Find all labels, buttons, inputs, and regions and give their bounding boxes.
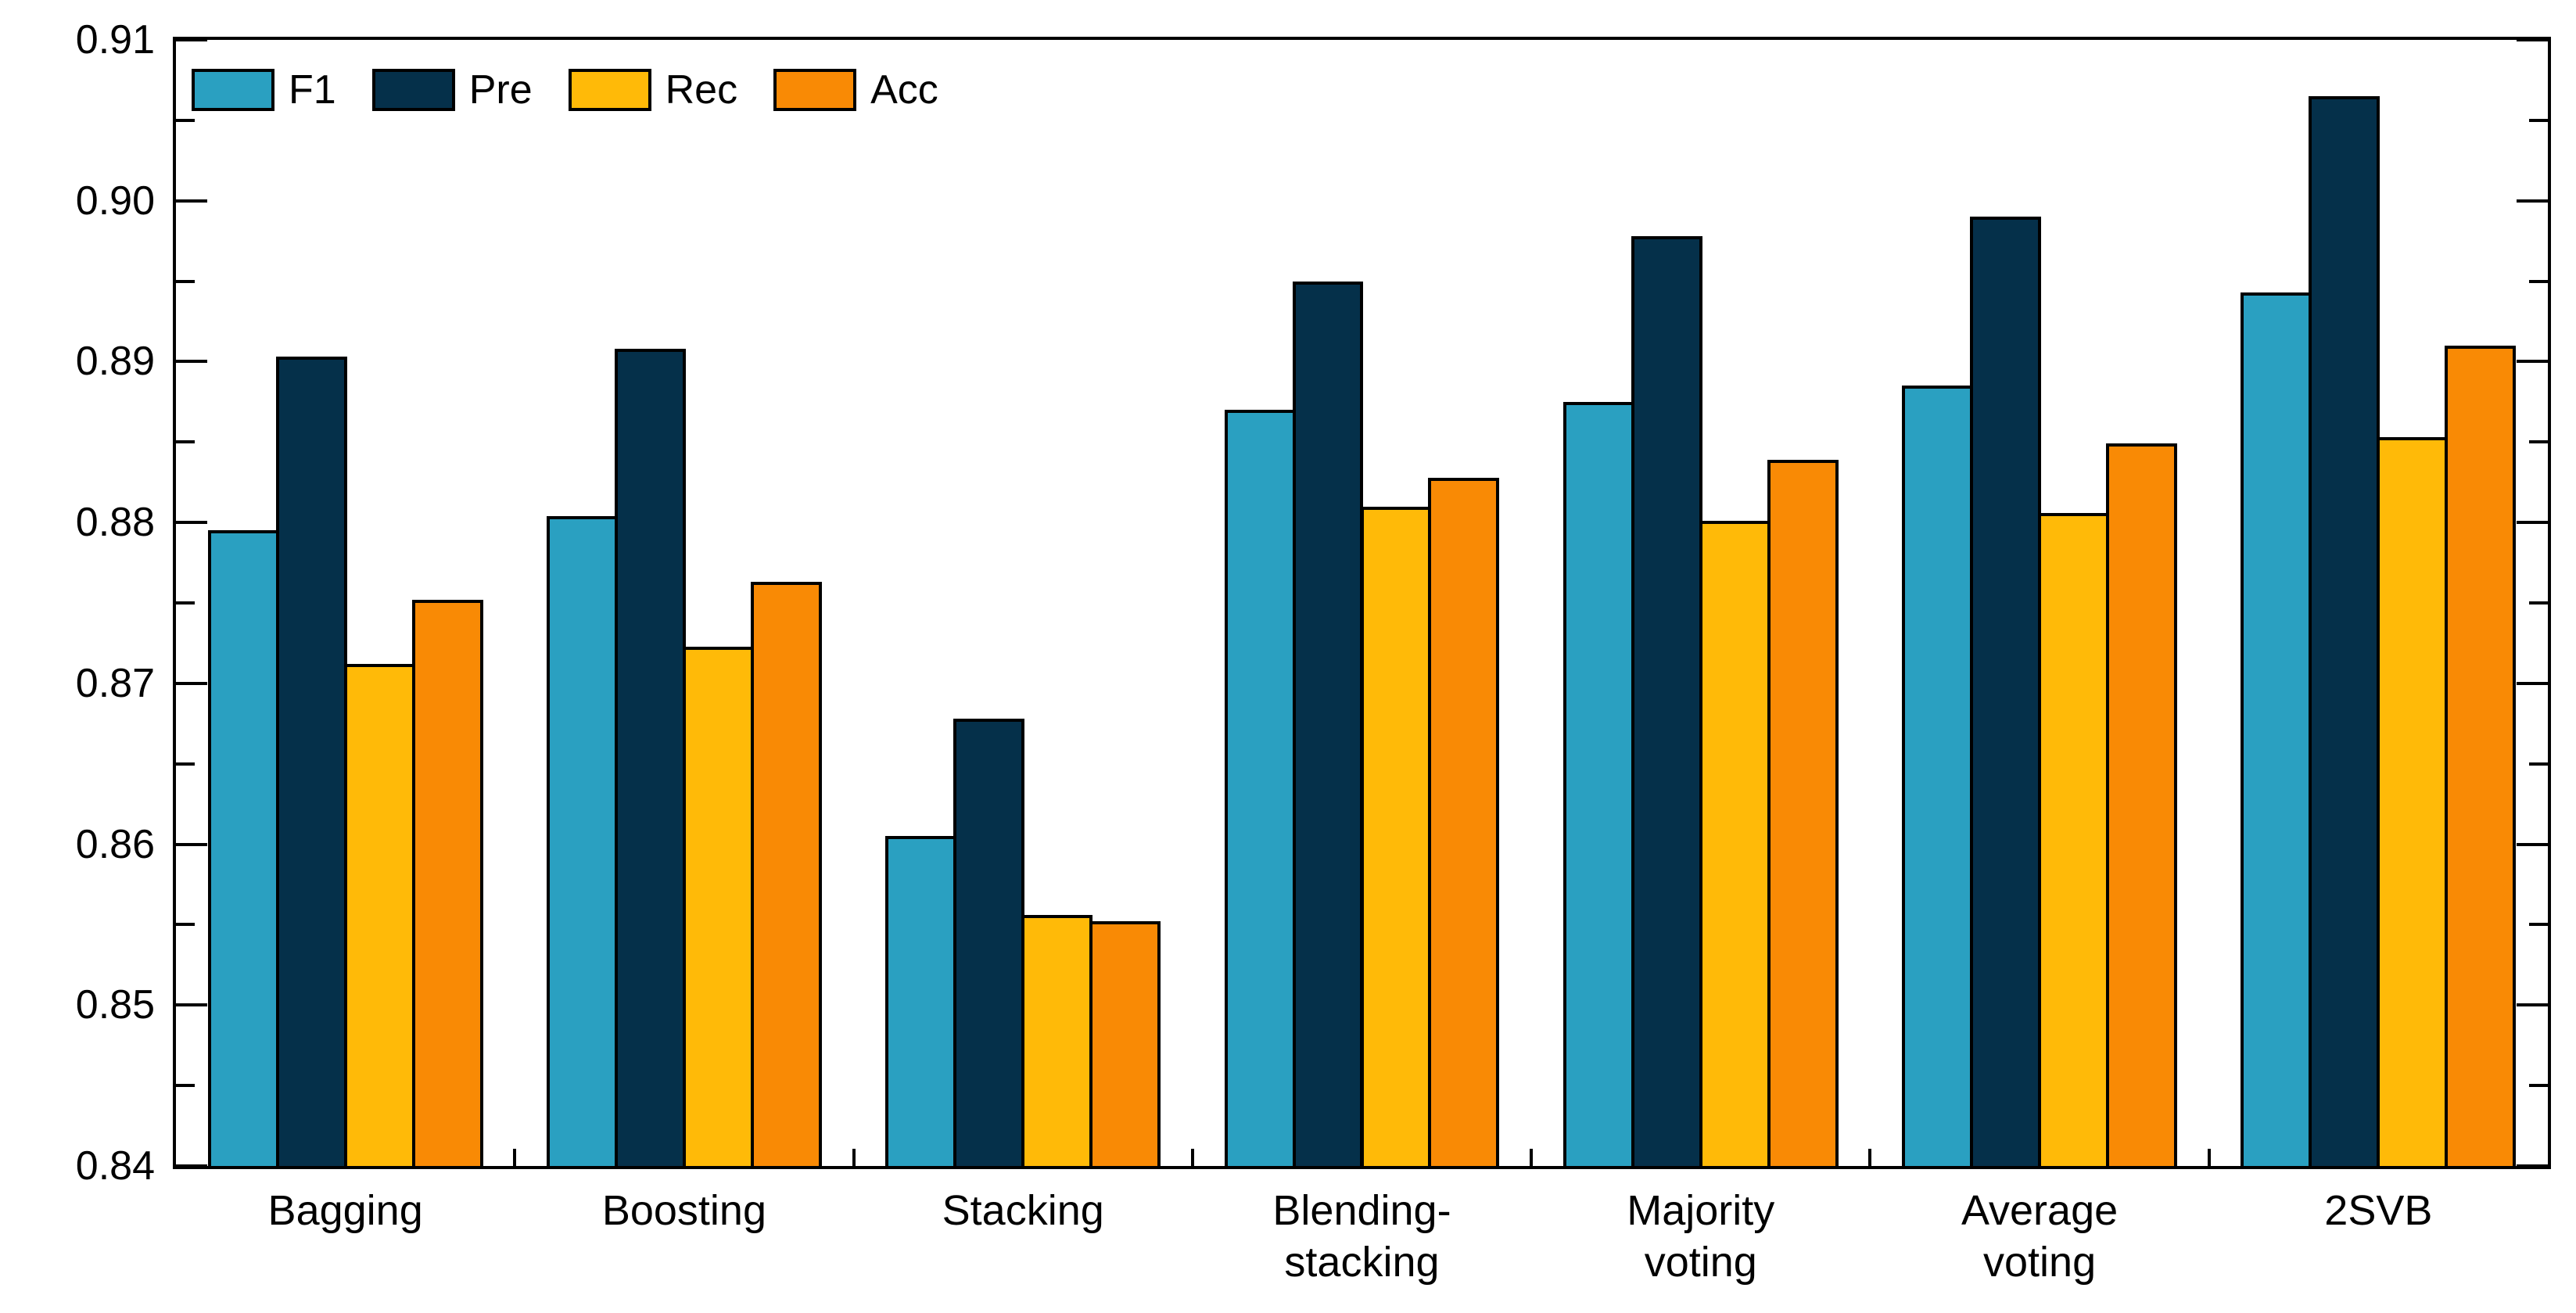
- y-minor-tick-right: [2529, 762, 2548, 766]
- bar-Acc-Average-voting: [2106, 443, 2178, 1169]
- bar-F1-Majority-voting: [1562, 401, 1634, 1169]
- y-major-tick-left: [176, 842, 207, 846]
- bar-F1-Average-voting: [1902, 386, 1974, 1169]
- x-boundary-tick: [1868, 1149, 1872, 1166]
- bar-Rec-Bagging: [343, 664, 415, 1169]
- x-boundary-tick: [2207, 1149, 2211, 1166]
- legend-swatch-F1: [192, 69, 274, 111]
- bar-Rec-Majority-voting: [1699, 521, 1771, 1169]
- bar-F1-Bagging: [207, 530, 279, 1169]
- y-major-tick-left: [176, 681, 207, 685]
- x-category-label: Boosting: [601, 1187, 766, 1234]
- legend-item-F1: F1: [192, 69, 336, 111]
- bar-Pre-Blending-stacking: [1292, 281, 1364, 1169]
- legend-label-Rec: Rec: [665, 67, 738, 113]
- y-tick-label: 0.85: [75, 982, 155, 1028]
- y-minor-tick-left: [176, 1084, 195, 1088]
- bar-F1-Stacking: [885, 836, 957, 1169]
- legend-label-F1: F1: [289, 67, 336, 113]
- bar-Rec-Average-voting: [2038, 512, 2110, 1169]
- y-tick-label: 0.84: [75, 1143, 155, 1189]
- bar-Rec-Boosting: [682, 646, 754, 1169]
- y-minor-tick-left: [176, 601, 195, 604]
- x-category-label: Majority voting: [1627, 1187, 1775, 1286]
- x-boundary-tick: [1190, 1149, 1194, 1166]
- y-tick-label: 0.86: [75, 821, 155, 867]
- y-major-tick-right: [2517, 1003, 2548, 1007]
- bar-Acc-Bagging: [411, 599, 483, 1169]
- x-category-label: Bagging: [267, 1187, 423, 1234]
- bar-F1-Boosting: [546, 515, 618, 1169]
- y-major-tick-left: [176, 38, 207, 41]
- bar-F1-2SVB: [2241, 292, 2312, 1169]
- x-boundary-tick: [852, 1149, 856, 1166]
- y-major-tick-left: [176, 360, 207, 364]
- x-category-label: Blending- stacking: [1272, 1187, 1451, 1286]
- y-major-tick-right: [2517, 1164, 2548, 1168]
- legend-item-Acc: Acc: [773, 69, 938, 111]
- x-boundary-tick: [513, 1149, 517, 1166]
- y-tick-label: 0.91: [75, 17, 155, 63]
- y-tick-label: 0.89: [75, 339, 155, 385]
- y-major-tick-right: [2517, 681, 2548, 685]
- bar-Acc-Majority-voting: [1767, 459, 1839, 1169]
- y-major-tick-left: [176, 521, 207, 525]
- y-major-tick-left: [176, 199, 207, 203]
- y-major-tick-right: [2517, 360, 2548, 364]
- bar-Pre-2SVB: [2309, 96, 2380, 1169]
- y-tick-label: 0.90: [75, 178, 155, 224]
- y-major-tick-right: [2517, 521, 2548, 525]
- y-minor-tick-right: [2529, 601, 2548, 604]
- y-tick-label: 0.87: [75, 660, 155, 706]
- legend-label-Acc: Acc: [870, 67, 938, 113]
- y-minor-tick-left: [176, 762, 195, 766]
- y-minor-tick-right: [2529, 440, 2548, 444]
- x-boundary-tick: [1530, 1149, 1534, 1166]
- legend-swatch-Acc: [773, 69, 857, 111]
- bar-Acc-Stacking: [1089, 921, 1161, 1169]
- legend-swatch-Rec: [568, 69, 651, 111]
- legend: F1 Pre Rec Acc: [192, 69, 938, 111]
- bar-Pre-Bagging: [275, 357, 347, 1169]
- legend-label-Pre: Pre: [468, 67, 533, 113]
- x-category-label: Average voting: [1961, 1187, 2119, 1286]
- legend-item-Rec: Rec: [568, 67, 738, 113]
- x-category-label: Stacking: [942, 1187, 1104, 1234]
- y-minor-tick-left: [176, 279, 195, 283]
- bar-Rec-Stacking: [1021, 915, 1093, 1169]
- y-minor-tick-left: [176, 118, 195, 122]
- y-major-tick-right: [2517, 842, 2548, 846]
- y-major-tick-left: [176, 1003, 207, 1007]
- y-minor-tick-left: [176, 923, 195, 927]
- y-major-tick-left: [176, 1164, 207, 1168]
- y-minor-tick-left: [176, 440, 195, 444]
- bar-Acc-Blending-stacking: [1428, 477, 1500, 1169]
- y-major-tick-right: [2517, 199, 2548, 203]
- y-major-tick-right: [2517, 38, 2548, 41]
- bar-F1-Blending-stacking: [1224, 410, 1296, 1169]
- y-minor-tick-right: [2529, 1084, 2548, 1088]
- bar-Pre-Majority-voting: [1631, 235, 1702, 1169]
- bar-Pre-Stacking: [953, 719, 1025, 1169]
- bar-Pre-Boosting: [614, 348, 686, 1169]
- bar-Rec-2SVB: [2377, 437, 2449, 1169]
- bar-Acc-Boosting: [750, 582, 822, 1169]
- x-category-label: 2SVB: [2324, 1187, 2433, 1234]
- y-minor-tick-right: [2529, 118, 2548, 122]
- y-minor-tick-right: [2529, 279, 2548, 283]
- bar-Acc-2SVB: [2445, 345, 2517, 1169]
- bar-Rec-Blending-stacking: [1360, 506, 1432, 1169]
- y-tick-label: 0.88: [75, 500, 155, 546]
- legend-item-Pre: Pre: [371, 67, 533, 113]
- bar-Pre-Average-voting: [1970, 217, 2042, 1169]
- legend-swatch-Pre: [371, 69, 455, 111]
- y-minor-tick-right: [2529, 923, 2548, 927]
